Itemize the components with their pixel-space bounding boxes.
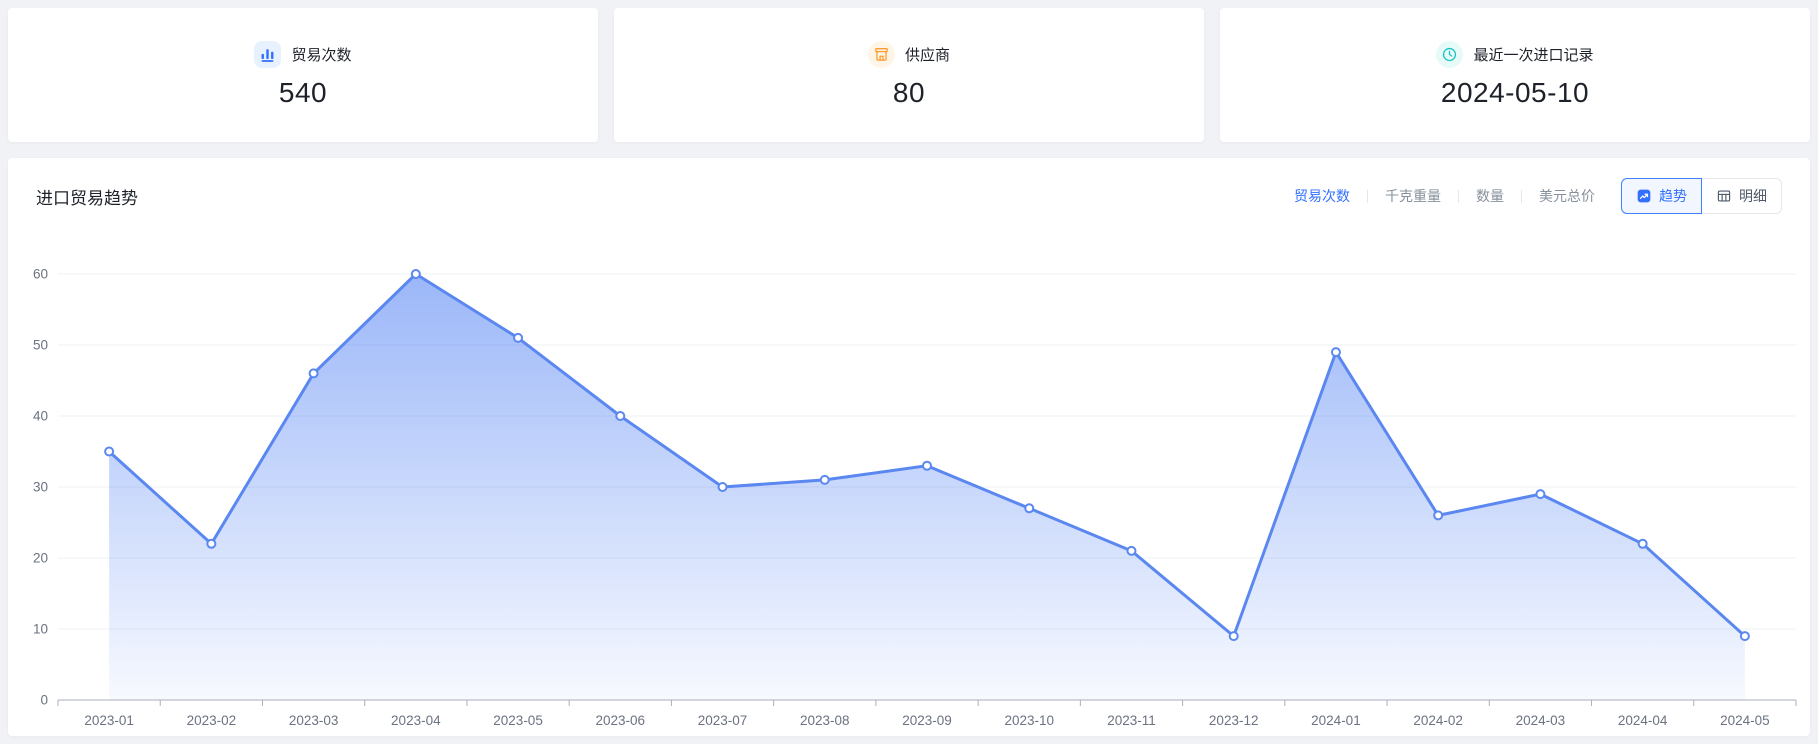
trend-icon xyxy=(1636,188,1652,204)
tab-separator xyxy=(1458,189,1459,203)
svg-text:2023-09: 2023-09 xyxy=(902,713,952,728)
stat-card-suppliers: 供应商 80 xyxy=(614,8,1204,142)
svg-text:2024-04: 2024-04 xyxy=(1618,713,1668,728)
stat-label: 供应商 xyxy=(904,47,950,64)
svg-text:2023-03: 2023-03 xyxy=(289,713,339,728)
svg-text:2023-08: 2023-08 xyxy=(800,713,850,728)
trend-button-label: 趋势 xyxy=(1659,188,1687,204)
stat-label: 最近一次进口记录 xyxy=(1473,47,1594,64)
svg-text:40: 40 xyxy=(33,409,48,424)
tab-kg-weight[interactable]: 千克重量 xyxy=(1385,188,1441,204)
svg-text:60: 60 xyxy=(33,267,48,282)
import-trend-card: 进口贸易趋势 贸易次数 千克重量 数量 美元总价 xyxy=(8,158,1810,736)
clock-icon xyxy=(1436,41,1464,68)
detail-view-button[interactable]: 明细 xyxy=(1701,178,1782,214)
detail-button-label: 明细 xyxy=(1739,188,1767,204)
svg-text:2023-06: 2023-06 xyxy=(596,713,646,728)
svg-text:2024-05: 2024-05 xyxy=(1720,713,1770,728)
svg-text:2024-03: 2024-03 xyxy=(1516,713,1566,728)
stat-card-latest-import: 最近一次进口记录 2024-05-10 xyxy=(1220,8,1810,142)
svg-text:30: 30 xyxy=(33,480,48,495)
svg-text:2023-04: 2023-04 xyxy=(391,713,441,728)
stat-value: 540 xyxy=(278,77,328,108)
stat-card-trade-count: 贸易次数 540 xyxy=(8,8,598,142)
svg-text:2023-05: 2023-05 xyxy=(493,713,543,728)
svg-text:50: 50 xyxy=(33,338,48,353)
stat-value: 2024-05-10 xyxy=(1440,77,1590,108)
stat-head: 最近一次进口记录 xyxy=(1436,41,1594,68)
chart-controls: 贸易次数 千克重量 数量 美元总价 xyxy=(1294,178,1782,214)
trend-area-chart: 0 10 20 30 40 50 60 2023-01 2023-02 2023-03 2023-0… xyxy=(33,267,1797,728)
tab-trade-count[interactable]: 贸易次数 xyxy=(1294,188,1350,204)
svg-text:2023-11: 2023-11 xyxy=(1107,713,1156,728)
table-icon xyxy=(1716,188,1732,204)
stat-head: 贸易次数 xyxy=(254,41,352,68)
bar-chart-icon xyxy=(254,41,282,68)
svg-text:2023-12: 2023-12 xyxy=(1209,713,1259,728)
chart-title: 进口贸易趋势 xyxy=(36,188,138,208)
stat-value: 80 xyxy=(892,77,926,108)
stats-row: 贸易次数 540 供应商 80 xyxy=(8,8,1810,142)
tab-separator xyxy=(1367,189,1368,203)
stat-head: 供应商 xyxy=(867,41,950,68)
svg-text:2024-01: 2024-01 xyxy=(1311,713,1361,728)
view-toggle-group: 趋势 明细 xyxy=(1621,178,1782,214)
svg-text:2024-02: 2024-02 xyxy=(1413,713,1463,728)
tab-usd-total[interactable]: 美元总价 xyxy=(1539,188,1595,204)
chart-header: 进口贸易趋势 贸易次数 千克重量 数量 美元总价 xyxy=(8,178,1810,214)
svg-text:10: 10 xyxy=(33,622,48,637)
svg-text:0: 0 xyxy=(40,693,48,708)
tab-quantity[interactable]: 数量 xyxy=(1476,188,1504,204)
tab-separator xyxy=(1521,189,1522,203)
svg-text:2023-07: 2023-07 xyxy=(698,713,748,728)
metric-tabs: 贸易次数 千克重量 数量 美元总价 xyxy=(1294,186,1595,206)
svg-text:2023-01: 2023-01 xyxy=(84,713,134,728)
shop-icon xyxy=(867,41,895,68)
trend-view-button[interactable]: 趋势 xyxy=(1621,178,1702,214)
chart-body: 0 10 20 30 40 50 60 2023-01 2023-02 2023-03 2023-0… xyxy=(8,230,1810,736)
svg-text:2023-10: 2023-10 xyxy=(1004,713,1054,728)
svg-text:20: 20 xyxy=(33,551,48,566)
svg-text:2023-02: 2023-02 xyxy=(187,713,237,728)
stat-label: 贸易次数 xyxy=(291,47,352,64)
